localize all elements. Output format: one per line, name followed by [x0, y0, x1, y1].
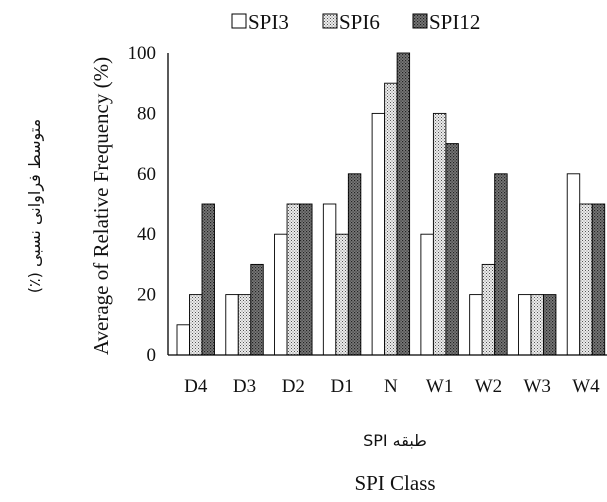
- bar-spi6-d4: [189, 294, 203, 356]
- bar-spi6-w3: [530, 294, 544, 356]
- x-tick-label-d1: D1: [330, 376, 353, 397]
- bar-spi3-w2: [469, 294, 483, 356]
- bar-spi6-n: [384, 82, 398, 356]
- x-tick-label-n: N: [384, 376, 398, 397]
- bar-spi12-d1: [347, 173, 362, 356]
- legend-label-spi3: SPI3: [248, 10, 289, 34]
- bar-spi12-d3: [250, 263, 264, 356]
- x-tick-label-w1: W1: [426, 376, 453, 397]
- bars: [176, 52, 606, 356]
- legend-label-spi12: SPI12: [429, 10, 480, 34]
- bar-spi6-d1: [335, 233, 349, 356]
- legend-swatch-spi12: [412, 13, 428, 29]
- bar-spi3-w3: [517, 294, 532, 356]
- legend: SPI3 SPI6 SPI12: [231, 10, 480, 34]
- legend-swatch-spi3: [231, 13, 247, 29]
- bar-spi12-n: [396, 52, 411, 356]
- bar-spi6-w1: [432, 112, 447, 356]
- bar-spi6-w2: [481, 263, 496, 356]
- y-tick-label: 0: [147, 345, 157, 366]
- y-tick-label: 80: [137, 103, 156, 124]
- x-tick-label-d4: D4: [184, 376, 208, 397]
- y-tick-label: 20: [137, 285, 156, 306]
- bar-spi3-d4: [176, 324, 190, 356]
- bar-spi3-w4: [566, 173, 581, 356]
- x-tick-label-w3: W3: [523, 376, 550, 397]
- bar-spi3-d3: [225, 294, 239, 356]
- x-tick-labels: D4 D3 D2 D1 N W1 W2 W3 W4: [184, 376, 600, 397]
- y-axis-title: Average of Relative Frequency (%): [89, 57, 113, 355]
- bar-spi12-w4: [591, 203, 606, 356]
- x-tick-label-d2: D2: [282, 376, 305, 397]
- x-axis-title: SPI Class: [354, 471, 435, 495]
- bar-spi12-w1: [445, 143, 459, 356]
- x-tick-label-d3: D3: [233, 376, 256, 397]
- y-tick-label: 100: [128, 43, 157, 64]
- y-tick-label: 60: [137, 164, 156, 185]
- x-tick-label-w4: W4: [572, 376, 600, 397]
- bar-spi3-w1: [420, 233, 434, 356]
- y-tick-labels: 0 20 40 60 80 100: [128, 43, 157, 366]
- legend-label-spi6: SPI6: [339, 10, 380, 34]
- x-tick-label-w2: W2: [475, 376, 502, 397]
- y-tick-label: 40: [137, 224, 156, 245]
- y-axis-title-persian: متوسط فراوانی نسبی (٪): [25, 119, 45, 293]
- legend-swatch-spi6: [322, 13, 338, 29]
- bar-spi6-d3: [237, 294, 252, 356]
- bar-spi3-n: [371, 112, 386, 356]
- x-axis-title-persian: طبقه SPI: [363, 431, 427, 450]
- bar-spi12-w3: [542, 294, 557, 356]
- bar-spi6-w4: [579, 203, 593, 356]
- bar-spi12-d4: [201, 203, 215, 356]
- bar-spi3-d2: [274, 233, 288, 356]
- bar-spi12-d2: [299, 203, 313, 356]
- bar-spi3-d1: [322, 203, 337, 356]
- bar-spi6-d2: [286, 203, 301, 356]
- bar-spi12-w2: [494, 173, 508, 356]
